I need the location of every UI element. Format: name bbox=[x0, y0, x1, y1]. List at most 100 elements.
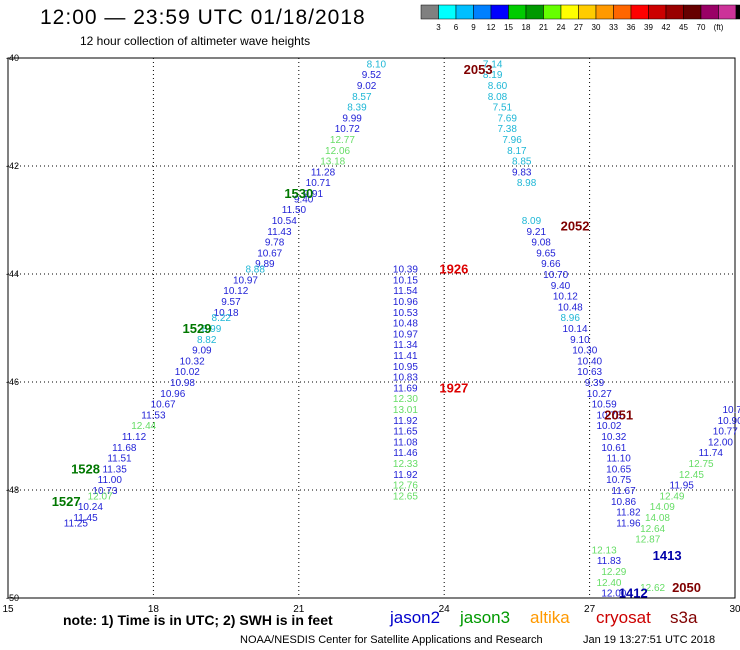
swh-value-label: 10.39 bbox=[393, 265, 418, 276]
pass-time-label: 2051 bbox=[604, 407, 633, 422]
y-tick-label: -48 bbox=[6, 485, 19, 495]
swh-value-label: 7.51 bbox=[493, 103, 513, 114]
swh-value-label: 8.99 bbox=[202, 324, 222, 335]
color-scale-label: 27 bbox=[574, 23, 583, 32]
swh-value-label: 10.27 bbox=[587, 389, 612, 400]
swh-value-label: 12.30 bbox=[393, 394, 418, 405]
color-scale-swatch bbox=[718, 4, 737, 20]
satellite-s3a: s3a bbox=[670, 608, 698, 627]
swh-value-label: 8.57 bbox=[352, 92, 372, 103]
pass-time-label: 2053 bbox=[464, 62, 493, 77]
swh-value-label: 11.92 bbox=[393, 416, 418, 427]
pass-time-label: 1412 bbox=[619, 586, 648, 601]
swh-value-label: 10.32 bbox=[180, 356, 205, 367]
satellite-jason2: jason2 bbox=[390, 608, 441, 627]
swh-value-label: 12.76 bbox=[393, 481, 418, 492]
pass-time-label: 1528 bbox=[71, 461, 100, 476]
swh-value-label: 10.90 bbox=[718, 416, 740, 427]
swh-value-label: 7.69 bbox=[497, 113, 517, 124]
swh-value-label: 10.72 bbox=[335, 124, 360, 135]
swh-value-label: 10.67 bbox=[151, 400, 176, 411]
pass-time-label: 1529 bbox=[183, 321, 212, 336]
color-scale-label: 15 bbox=[504, 23, 513, 32]
swh-value-label: 9.02 bbox=[357, 81, 377, 92]
swh-value-label: 12.00 bbox=[601, 589, 626, 600]
note-text: note: 1) Time is in UTC; 2) SWH is in fe… bbox=[63, 612, 333, 628]
swh-value-label: 9.21 bbox=[527, 227, 547, 238]
x-tick-label: 24 bbox=[439, 604, 451, 615]
swh-value-label: 9.40 bbox=[294, 194, 314, 205]
swh-value-label: 12.64 bbox=[640, 524, 665, 535]
swh-value-label: 10.24 bbox=[78, 502, 103, 513]
swh-value-label: 9.89 bbox=[255, 259, 275, 270]
y-tick-label: -42 bbox=[6, 161, 19, 171]
swh-value-label: 10.96 bbox=[393, 297, 418, 308]
x-tick-label: 15 bbox=[2, 604, 14, 615]
pass-time-label: 1413 bbox=[653, 548, 682, 563]
swh-value-label: 7.96 bbox=[502, 135, 522, 146]
swh-value-label: 12.87 bbox=[635, 535, 660, 546]
swh-value-label: 10.30 bbox=[572, 346, 597, 357]
swh-value-label: 12.00 bbox=[708, 437, 733, 448]
pass-time-label: 1926 bbox=[439, 262, 468, 277]
satellite-altika: altika bbox=[530, 608, 570, 627]
page-subtitle: 12 hour collection of altimeter wave hei… bbox=[80, 34, 311, 48]
footer-timestamp: Jan 19 13:27:51 UTC 2018 bbox=[583, 634, 716, 646]
y-tick-label: -40 bbox=[6, 53, 19, 63]
swh-value-label: 8.96 bbox=[560, 313, 580, 324]
x-tick-label: 21 bbox=[293, 604, 305, 615]
swh-value-label: 8.22 bbox=[212, 313, 232, 324]
swh-value-label: 10.12 bbox=[223, 286, 248, 297]
color-scale-swatch bbox=[648, 4, 667, 20]
swh-value-label: 12.77 bbox=[330, 135, 355, 146]
swh-value-label: 10.75 bbox=[606, 475, 631, 486]
swh-value-label: 12.07 bbox=[88, 491, 113, 502]
pass-time-label: 1530 bbox=[284, 186, 313, 201]
swh-value-label: 12.65 bbox=[393, 491, 418, 502]
swh-value-label: 11.10 bbox=[607, 454, 632, 465]
swh-value-label: 10.97 bbox=[393, 329, 418, 340]
y-tick-label: -44 bbox=[6, 269, 19, 279]
swh-value-label: 9.83 bbox=[512, 167, 532, 178]
swh-value-label: 9.65 bbox=[536, 248, 556, 259]
color-scale-swatch bbox=[525, 4, 544, 20]
swh-value-label: 12.06 bbox=[325, 146, 350, 157]
color-scale-swatch bbox=[438, 4, 457, 20]
pass-time-label: 2052 bbox=[561, 218, 590, 233]
color-scale-label: 6 bbox=[454, 23, 459, 32]
color-scale-swatch bbox=[560, 4, 579, 20]
swh-value-label: 10.40 bbox=[577, 356, 602, 367]
swh-value-label: 11.68 bbox=[112, 443, 137, 454]
color-scale-swatch bbox=[543, 4, 562, 20]
swh-value-label: 12.45 bbox=[679, 470, 704, 481]
swh-value-label: 9.40 bbox=[551, 281, 571, 292]
swh-value-label: 11.41 bbox=[393, 351, 418, 362]
swh-value-label: 8.09 bbox=[522, 216, 542, 227]
swh-value-label: 11.65 bbox=[393, 427, 418, 438]
color-scale-label: 42 bbox=[662, 23, 671, 32]
swh-value-label: 10.73 bbox=[92, 486, 117, 497]
swh-value-label: 10.65 bbox=[606, 464, 631, 475]
color-scale-label: 3 bbox=[436, 23, 441, 32]
swh-value-label: 11.46 bbox=[393, 448, 418, 459]
swh-value-label: 8.10 bbox=[367, 59, 387, 70]
swh-value-label: 9.91 bbox=[304, 189, 324, 200]
pass-time-label: 1527 bbox=[52, 494, 81, 509]
swh-value-label: 11.45 bbox=[73, 513, 98, 524]
swh-value-label: 10.18 bbox=[214, 308, 239, 319]
swh-value-label: 11.54 bbox=[393, 286, 418, 297]
swh-value-label: 10.63 bbox=[577, 367, 602, 378]
swh-value-label: 8.82 bbox=[197, 335, 217, 346]
color-scale-label: 21 bbox=[539, 23, 548, 32]
satellite-cryosat: cryosat bbox=[596, 608, 651, 627]
swh-value-label: 10.67 bbox=[257, 248, 282, 259]
swh-value-label: 11.96 bbox=[616, 518, 641, 529]
swh-value-label: 8.88 bbox=[245, 265, 265, 276]
swh-value-label: 10.48 bbox=[558, 302, 583, 313]
swh-value-label: 10.86 bbox=[611, 497, 636, 508]
swh-value-label: 12.40 bbox=[596, 578, 621, 589]
swh-value-label: 9.57 bbox=[221, 297, 241, 308]
swh-value-label: 10.79 bbox=[722, 405, 740, 416]
swh-value-label: 11.92 bbox=[393, 470, 418, 481]
swh-value-label: 11.67 bbox=[611, 486, 636, 497]
